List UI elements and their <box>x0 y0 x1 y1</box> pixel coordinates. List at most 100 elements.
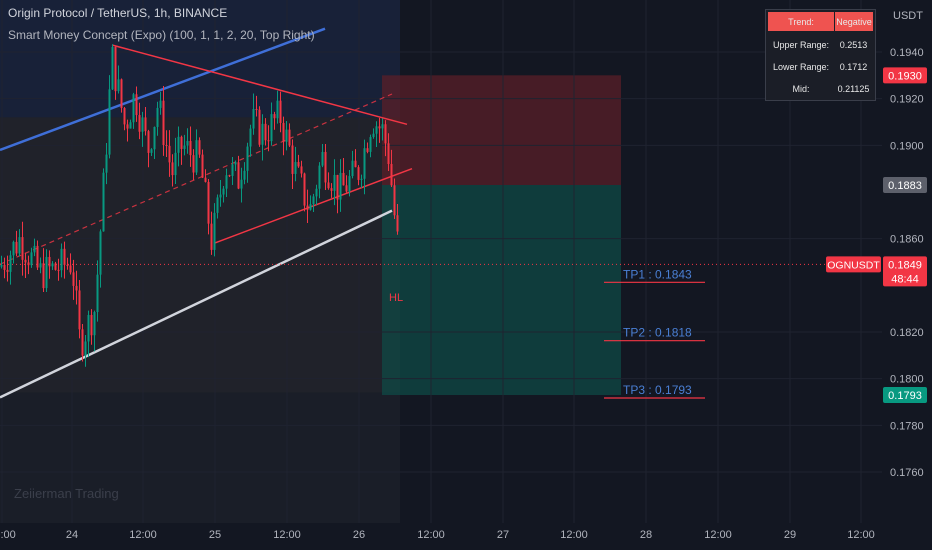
candle <box>378 117 381 143</box>
candle-body <box>153 126 156 150</box>
candle-body <box>15 241 18 254</box>
support-trend-line <box>0 209 393 399</box>
candle <box>213 203 216 257</box>
candle <box>219 179 222 207</box>
candle-body <box>102 172 105 232</box>
candle-body <box>129 122 132 129</box>
candle-body <box>222 188 225 195</box>
candle <box>330 183 333 198</box>
candle <box>216 194 219 219</box>
x-tick-label-2: 12:00 <box>129 529 157 541</box>
candle <box>372 128 375 139</box>
candle-body <box>360 178 363 180</box>
candle <box>9 250 12 285</box>
candle-body <box>309 204 312 210</box>
candle-body <box>66 264 69 266</box>
candle <box>198 137 201 158</box>
candle <box>84 335 87 367</box>
candle <box>120 78 123 113</box>
candle-body <box>336 174 339 200</box>
candle-body <box>279 100 282 123</box>
candle <box>384 120 387 157</box>
candle <box>66 257 69 270</box>
candle-body <box>3 264 6 270</box>
candle <box>48 250 51 279</box>
candle-body <box>99 231 102 275</box>
y-tick-label-1: 0.1920 <box>890 94 924 106</box>
candle-body <box>63 248 66 265</box>
premium-zone <box>0 0 400 118</box>
candle-body <box>156 107 159 127</box>
candle <box>312 193 315 213</box>
labels-layer: TP1 : 0.1843 TP2 : 0.1818 TP3 : 0.1793 HL <box>389 267 705 399</box>
lower-range-row: Lower Range: 0.1712 <box>768 57 873 76</box>
candle <box>393 178 396 219</box>
candle-body <box>165 145 168 147</box>
candle <box>45 249 48 292</box>
candle <box>42 248 45 292</box>
candle-body <box>126 124 129 129</box>
candle-body <box>249 128 252 147</box>
candle <box>243 162 246 185</box>
price-badge-2 <box>883 387 927 403</box>
candle-body <box>30 252 33 266</box>
candle <box>285 121 288 151</box>
candle-body <box>57 269 60 271</box>
candle-body <box>36 245 39 268</box>
candle-body <box>9 255 12 272</box>
candle-body <box>375 126 378 134</box>
candle <box>0 255 3 269</box>
candle-body <box>54 263 57 270</box>
candle <box>174 137 177 184</box>
candle-body <box>105 154 108 173</box>
candle-body <box>273 114 276 119</box>
candle-body <box>261 123 264 145</box>
candle <box>249 124 252 157</box>
candle <box>258 106 261 147</box>
candle-body <box>396 215 399 232</box>
candle-body <box>210 223 213 250</box>
candle-body <box>183 145 186 149</box>
candle-body <box>33 245 36 253</box>
price-badge-text-0: 0.1930 <box>888 70 922 82</box>
candle <box>279 91 282 133</box>
candle-body <box>348 176 351 192</box>
candle-body <box>294 162 297 174</box>
candle <box>369 134 372 158</box>
candle <box>333 159 336 206</box>
candle <box>255 95 258 117</box>
axes-layer: USDT 0.1940 0.1920 0.1900 0.1860 0.1820 0.1800… <box>0 10 927 541</box>
candle <box>162 85 165 156</box>
candle-body <box>177 136 180 153</box>
candle <box>282 116 285 156</box>
candle-body <box>168 145 171 163</box>
structure-label: HL <box>389 292 403 304</box>
candle <box>177 126 180 167</box>
candle <box>111 44 114 90</box>
candle <box>126 119 129 142</box>
x-tick-label-8: 12:00 <box>560 529 588 541</box>
mid-value: 0.21125 <box>837 83 870 94</box>
candle <box>57 258 60 281</box>
candle <box>264 118 267 146</box>
candle-body <box>339 172 342 200</box>
candle-body <box>237 162 240 189</box>
candle-body <box>345 185 348 192</box>
trend-value: Negative <box>836 16 872 27</box>
candle <box>306 189 309 224</box>
candle <box>156 101 159 136</box>
candle-body <box>135 94 138 116</box>
candle <box>222 185 225 203</box>
currency-label: USDT <box>893 10 923 22</box>
candle <box>30 247 33 268</box>
mid-label: Mid: <box>792 83 810 94</box>
candle <box>291 139 294 190</box>
candle <box>234 160 237 172</box>
candles-layer <box>0 44 399 367</box>
candle <box>78 279 81 339</box>
candle-body <box>159 100 162 108</box>
candle-body <box>78 290 81 330</box>
candle-body <box>120 79 123 109</box>
candle-body <box>93 312 96 336</box>
